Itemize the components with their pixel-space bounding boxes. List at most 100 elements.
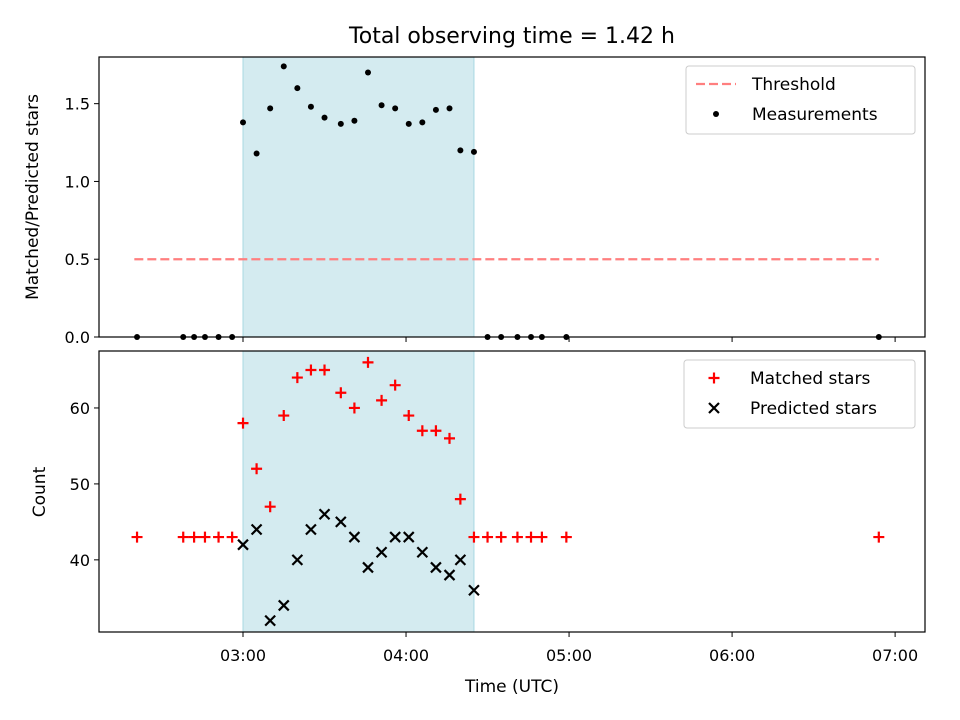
legend-box — [685, 65, 916, 135]
data-point — [364, 69, 371, 76]
x-tick-label: 04:00 — [383, 646, 429, 665]
legend-label: Predicted stars — [750, 399, 877, 419]
data-point — [318, 508, 331, 521]
data-point — [468, 584, 480, 597]
data-point — [378, 102, 385, 109]
data-point — [305, 523, 317, 536]
data-point — [291, 372, 303, 384]
top-shaded-interval — [242, 56, 475, 338]
data-point — [402, 531, 415, 543]
x-axis-label: Time (UTC) — [464, 677, 559, 697]
data-point — [250, 523, 263, 536]
data-point — [294, 85, 301, 92]
data-point — [511, 531, 523, 543]
data-point — [351, 117, 358, 124]
x-tick-label: 05:00 — [546, 646, 592, 665]
data-point — [337, 120, 344, 127]
legend-marker — [713, 111, 719, 117]
data-point — [454, 493, 466, 505]
data-point — [457, 147, 464, 154]
data-point — [362, 561, 374, 574]
data-point — [280, 63, 287, 70]
data-point — [226, 531, 238, 543]
x-tick-label: 03:00 — [220, 646, 266, 665]
data-point — [444, 432, 456, 444]
legend-marker — [708, 402, 720, 414]
data-point — [405, 120, 412, 127]
data-point — [305, 364, 317, 376]
x-tick-label: 06:00 — [709, 646, 755, 665]
data-point — [430, 425, 442, 437]
data-point — [335, 387, 347, 399]
data-point — [253, 150, 260, 157]
legend-box — [683, 359, 916, 429]
data-point — [403, 410, 415, 422]
y-tick-label: 0.5 — [65, 250, 90, 269]
y-tick-label: 1.5 — [65, 95, 90, 114]
data-point — [264, 501, 276, 513]
bottom-shaded-interval — [242, 350, 475, 633]
top-y-axis-label: Matched/Predicted stars — [23, 94, 43, 300]
y-tick-label: 50 — [70, 475, 90, 494]
data-point — [277, 599, 290, 612]
bottom-series-1 — [131, 356, 885, 543]
data-point — [446, 105, 453, 112]
data-point — [419, 119, 426, 126]
data-point — [454, 554, 467, 566]
data-point — [251, 463, 263, 475]
data-point — [177, 531, 189, 543]
x-tick-label: 07:00 — [872, 646, 918, 665]
data-point — [291, 554, 304, 566]
data-point — [267, 105, 274, 112]
data-point — [264, 614, 276, 627]
data-point — [237, 538, 249, 551]
data-point — [389, 531, 401, 543]
data-point — [376, 394, 388, 406]
data-point — [873, 531, 885, 543]
chart-title: Total observing time = 1.42 h — [348, 24, 675, 49]
data-point — [560, 531, 572, 543]
data-point — [536, 531, 548, 543]
plot-layer: 0.0 0.5 1.0 1.5 Threshold Measurements 40 50 60 0… — [65, 56, 926, 665]
data-point — [335, 516, 347, 528]
data-point — [348, 402, 360, 414]
data-point — [525, 531, 537, 543]
legend-marker — [708, 372, 720, 384]
y-tick-label: 60 — [70, 399, 90, 418]
bottom-legend: Matched stars Predicted stars — [683, 359, 916, 429]
data-point — [389, 379, 401, 391]
data-point — [392, 105, 399, 112]
data-point — [432, 106, 439, 113]
data-point — [416, 546, 429, 559]
data-point — [430, 561, 442, 574]
data-point — [362, 356, 374, 368]
bottom-y-axis-label: Count — [30, 466, 50, 517]
legend-label: Matched stars — [750, 369, 870, 389]
y-tick-label: 40 — [70, 551, 90, 570]
data-point — [199, 531, 211, 543]
bottom-panel-frame — [98, 350, 926, 633]
data-point — [188, 531, 200, 543]
data-point — [416, 425, 428, 437]
legend-label: Threshold — [751, 75, 836, 95]
data-point — [278, 410, 290, 422]
data-point — [348, 531, 361, 543]
data-point — [482, 531, 494, 543]
data-point — [375, 546, 388, 559]
data-point — [237, 417, 249, 429]
data-point — [321, 114, 328, 121]
top-panel-frame — [98, 56, 926, 338]
top-series-1 — [134, 63, 882, 340]
y-tick-label: 1.0 — [65, 172, 90, 191]
bottom-series-2 — [237, 508, 480, 627]
data-point — [131, 531, 143, 543]
data-point — [240, 119, 247, 126]
data-point — [470, 148, 477, 155]
legend-label: Measurements — [752, 105, 878, 125]
top-legend: Threshold Measurements — [685, 65, 916, 135]
data-point — [213, 531, 225, 543]
data-point — [495, 531, 507, 543]
data-point — [468, 531, 480, 543]
data-point — [443, 569, 456, 581]
